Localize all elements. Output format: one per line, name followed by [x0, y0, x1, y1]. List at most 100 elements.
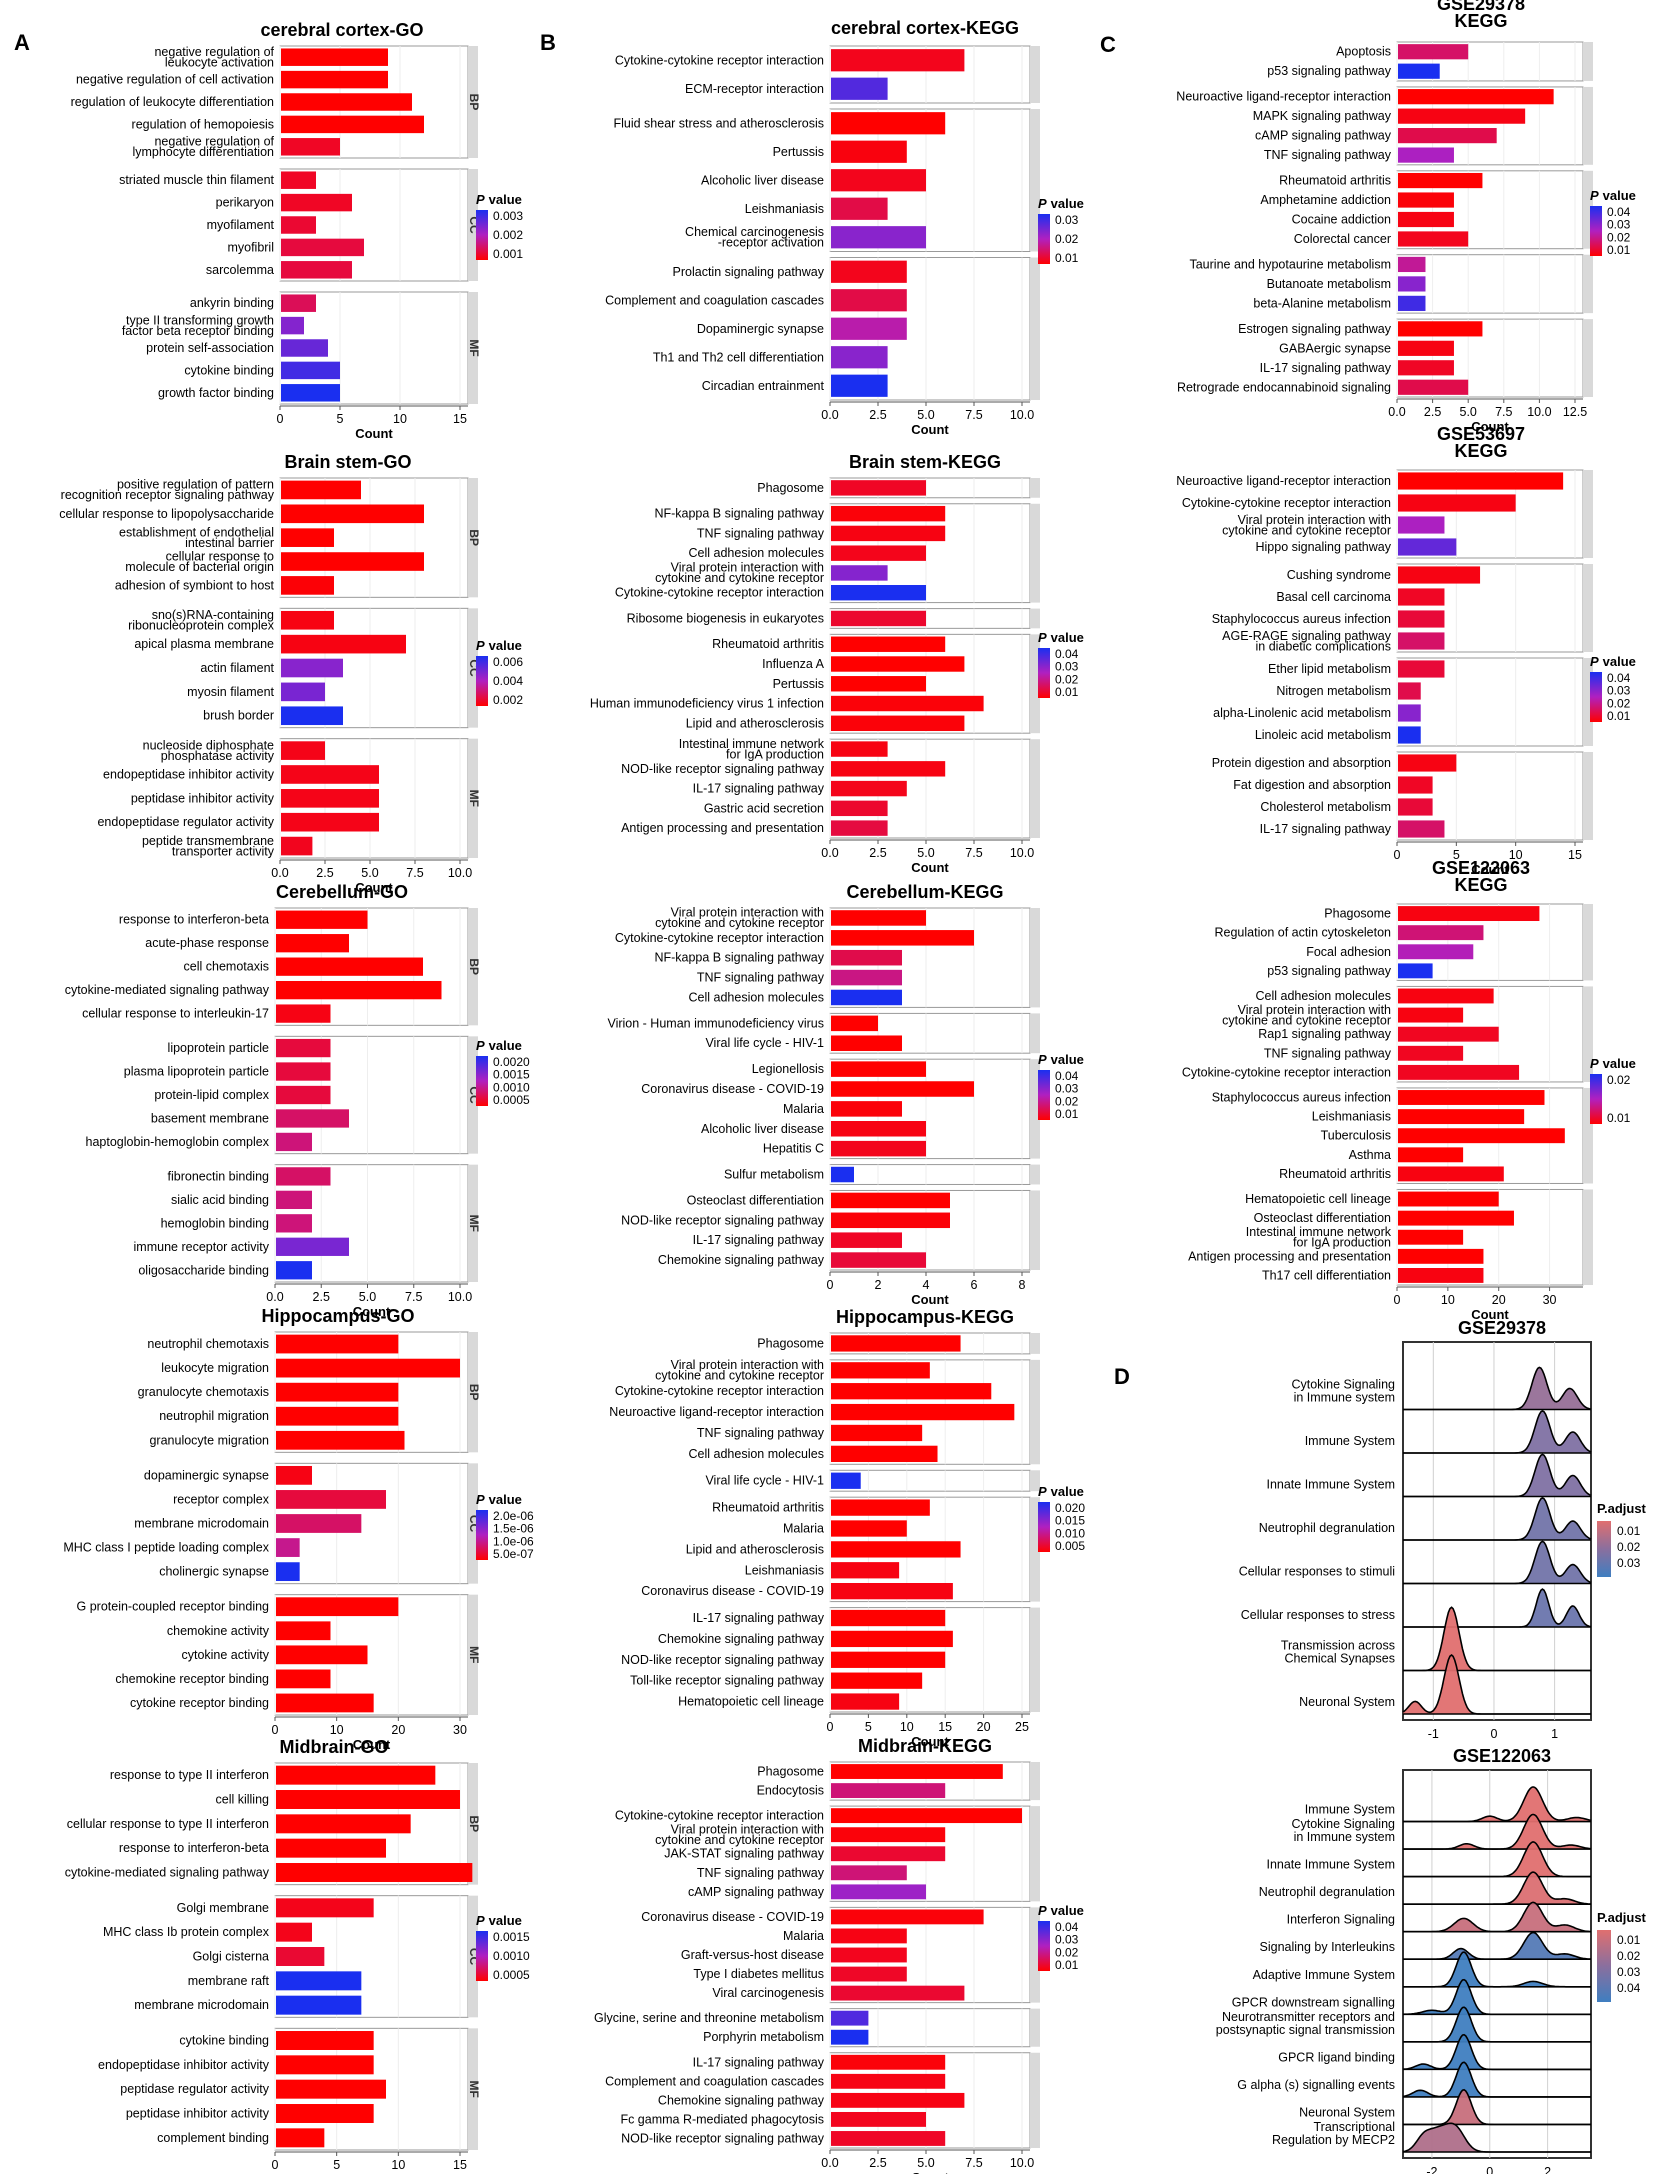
ridge-label: Immune System	[1305, 1434, 1395, 1448]
bar-label: TNF signaling pathway	[697, 971, 825, 985]
bar-label: Cell adhesion molecules	[689, 546, 825, 560]
x-tick-label: 10.0	[448, 1290, 472, 1304]
facet-strip	[1030, 634, 1040, 734]
bar-label: Viral protein interaction with	[1238, 1003, 1391, 1017]
bar-label: Amphetamine addiction	[1260, 193, 1391, 207]
legend-title-p: P	[476, 1913, 485, 1928]
ridge-label: Neutrophil degranulation	[1259, 1885, 1395, 1899]
bar-label: receptor complex	[173, 1492, 270, 1506]
bar-label: Hepatitis C	[763, 1142, 824, 1156]
legend-label: 0.02	[1607, 696, 1631, 710]
bar	[281, 48, 388, 66]
legend-label: 0.01	[1055, 685, 1079, 699]
bar	[276, 934, 349, 953]
x-tick-label: 2	[875, 1278, 882, 1292]
bar	[276, 1490, 386, 1509]
facet-strip	[468, 1036, 478, 1154]
bar	[281, 528, 334, 547]
facet-label-mf: MF	[467, 790, 481, 807]
bar-label: in diabetic complications	[1256, 639, 1392, 653]
bar-label: plasma lipoprotein particle	[124, 1065, 269, 1079]
bar	[831, 1693, 900, 1710]
legend-label: 0.02	[1055, 232, 1079, 246]
bar	[831, 1651, 946, 1668]
x-tick-label: 10.0	[1010, 846, 1034, 860]
bar	[1398, 1064, 1520, 1080]
legend-label: 0.01	[1617, 1524, 1641, 1538]
bar-label: Chemokine signaling pathway	[658, 1253, 825, 1267]
x-tick-label: 15	[453, 412, 467, 426]
bar-label: Osteoclast differentiation	[1254, 1211, 1391, 1225]
bar-label: Staphylococcus aureus infection	[1212, 612, 1391, 626]
facet-strip	[1583, 986, 1593, 1082]
bar	[831, 1541, 961, 1558]
bar-label: Viral protein interaction with	[671, 1822, 824, 1836]
bar	[831, 2029, 869, 2045]
bar	[276, 1814, 411, 1834]
bar	[831, 2111, 926, 2127]
bar	[1398, 660, 1445, 678]
facet-strip	[1583, 86, 1593, 165]
x-tick-label: 7.5	[965, 846, 982, 860]
legend-title-value: value	[1051, 1052, 1084, 1067]
bar	[276, 1765, 436, 1785]
facet-strip	[1030, 109, 1040, 252]
bar-label: Cell adhesion molecules	[1256, 989, 1392, 1003]
facet-label-mf: MF	[467, 2081, 481, 2098]
bar	[1398, 1229, 1464, 1245]
bar-label: Colorectal cancer	[1294, 232, 1391, 246]
bar-label: response to interferon-beta	[119, 913, 269, 927]
bar	[831, 610, 926, 627]
bar-label: Chemokine signaling pathway	[658, 1632, 825, 1646]
x-tick-label: 0.0	[821, 846, 838, 860]
bar-label: endopeptidase inhibitor activity	[103, 767, 275, 781]
chart-title: GSE53697	[1437, 424, 1525, 444]
facet-strip	[468, 738, 478, 858]
bar-label: IL-17 signaling pathway	[1260, 822, 1392, 836]
bar-label: Coronavirus disease - COVID-19	[641, 1910, 824, 1924]
bar	[1398, 988, 1494, 1004]
legend-colorbar	[1038, 1070, 1050, 1120]
bar-label: Intestinal immune network	[1246, 1225, 1392, 1239]
bar-label: Chemokine signaling pathway	[658, 2093, 825, 2107]
bar-label: Type I diabetes mellitus	[693, 1967, 824, 1981]
x-tick-label: 15	[453, 2158, 467, 2172]
legend-label: 0.03	[1055, 660, 1079, 674]
facet-strip	[468, 608, 478, 728]
ridge-label: Neuronal System	[1299, 2105, 1395, 2119]
bar-label: Leishmaniasis	[745, 202, 824, 216]
bar-label: factor beta receptor binding	[122, 324, 274, 338]
legend-title-value: value	[489, 638, 522, 653]
bar	[276, 1190, 312, 1210]
legend-label: 0.0015	[493, 1068, 530, 1082]
chart-title: Hippocampus-GO	[261, 1306, 414, 1326]
bar-label: IL-17 signaling pathway	[693, 1611, 825, 1625]
legend-title-p: P	[1038, 1903, 1047, 1918]
bar-label: Cell adhesion molecules	[689, 1447, 825, 1461]
bar	[831, 1928, 907, 1944]
bar-label: cAMP signaling pathway	[688, 1885, 825, 1899]
bar-label: myosin filament	[187, 685, 274, 699]
bar-label: establishment of endothelial	[119, 525, 274, 539]
legend-label: 0.02	[1607, 230, 1631, 244]
x-tick-label: 2	[1544, 2165, 1551, 2174]
ridge-fill	[1403, 1497, 1591, 1540]
bar-label: NF-kappa B signaling pathway	[654, 951, 824, 965]
bar-label: response to type II interferon	[110, 1768, 269, 1782]
bar-label: Influenza A	[762, 657, 825, 671]
bar-label: TNF signaling pathway	[1264, 1046, 1392, 1060]
ridge-fill	[1403, 1786, 1591, 1822]
bar-label: basement membrane	[151, 1111, 269, 1125]
bar	[1398, 494, 1516, 512]
bar-label: Cytokine-cytokine receptor interaction	[615, 586, 824, 600]
ridge-label: GPCR ligand binding	[1278, 2050, 1395, 2064]
chart-title: Brain stem-GO	[284, 452, 411, 472]
bar-label: MAPK signaling pathway	[1253, 109, 1392, 123]
x-axis-title: Count	[911, 422, 949, 437]
x-tick-label: 1	[1551, 1727, 1558, 1741]
